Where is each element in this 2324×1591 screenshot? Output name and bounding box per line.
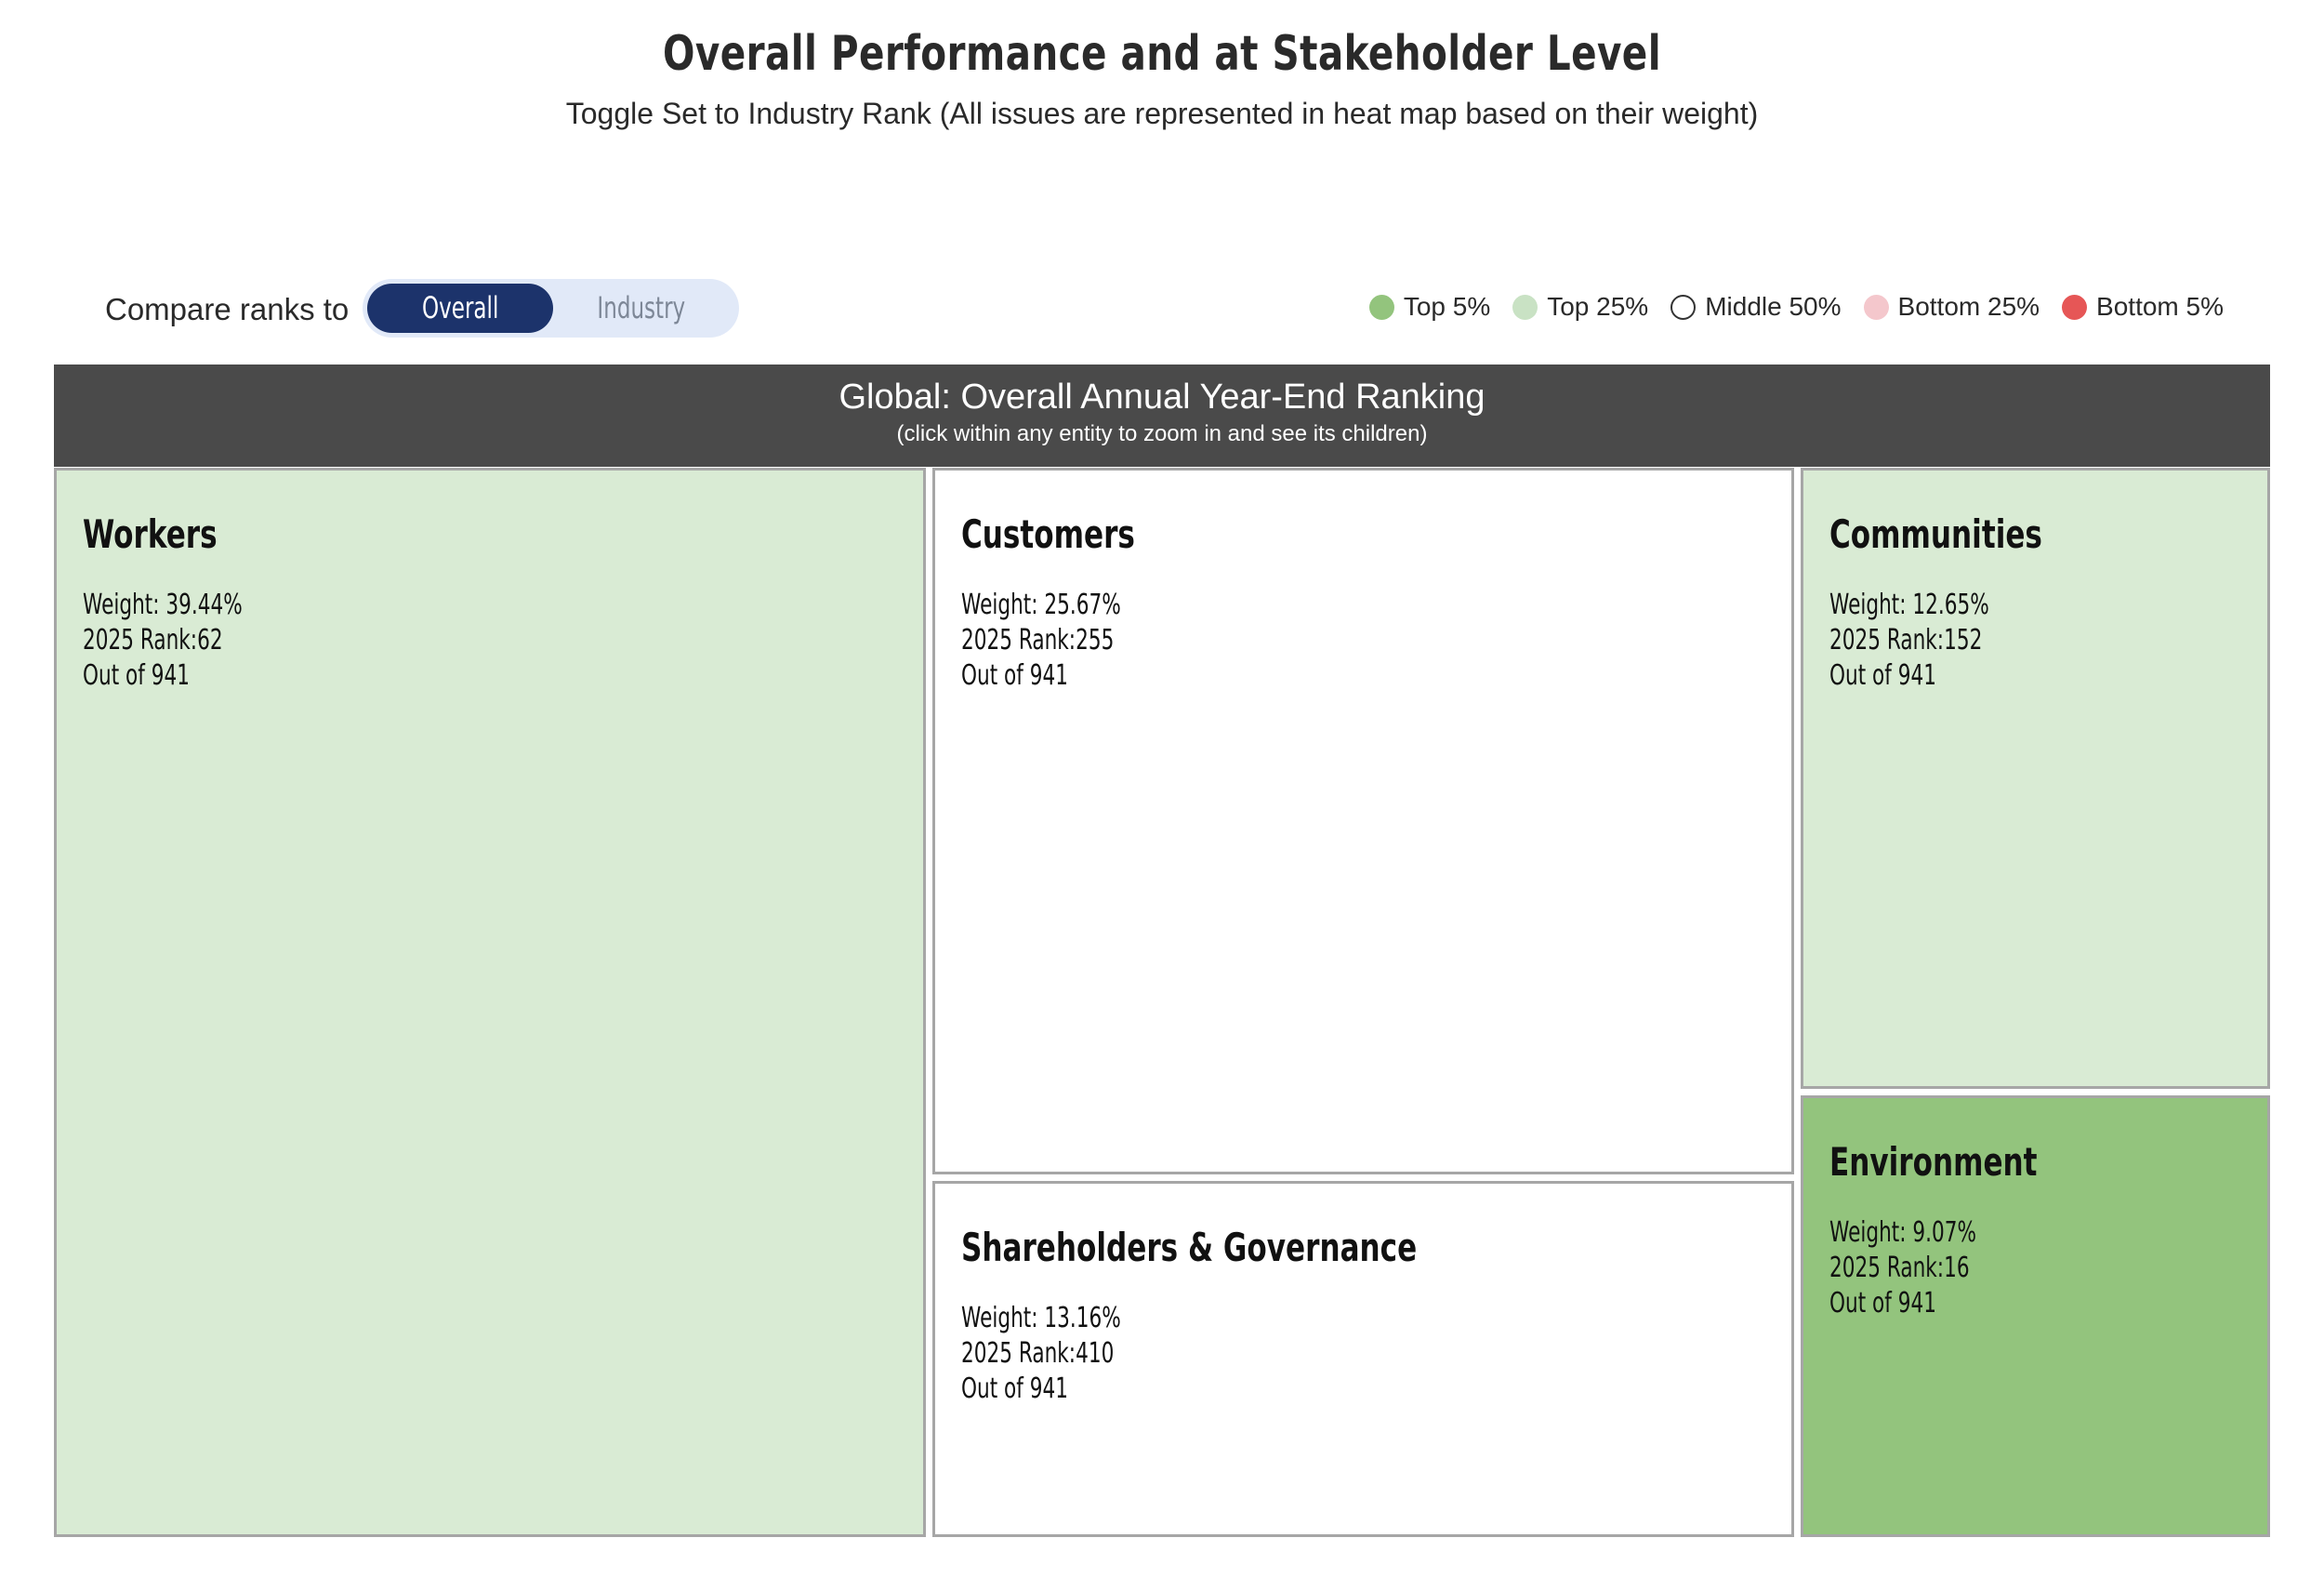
legend-label: Bottom 25%: [1897, 292, 2040, 321]
cell-name: Communities: [1829, 511, 2042, 557]
cell-name: Shareholders & Governance: [961, 1225, 1418, 1270]
cell-rank: 2025 Rank:62: [83, 624, 223, 656]
cell-out-of: Out of 941: [83, 659, 190, 692]
cell-weight: Weight: 39.44%: [83, 589, 243, 621]
cell-info: Weight: 13.16% 2025 Rank:410 Out of 941: [961, 1301, 1121, 1407]
rank-toggle[interactable]: Overall Industry: [363, 279, 739, 338]
cell-name: Environment: [1829, 1139, 2038, 1185]
legend-dot-top-5: [1368, 294, 1394, 320]
legend-item-top-25: Top 25%: [1512, 292, 1648, 322]
cell-info: Weight: 25.67% 2025 Rank:255 Out of 941: [961, 588, 1121, 694]
legend-label: Middle 50%: [1705, 292, 1842, 321]
treemap-cell-workers[interactable]: Workers Weight: 39.44% 2025 Rank:62 Out of …: [54, 468, 926, 1537]
cell-rank: 2025 Rank:255: [961, 624, 1115, 656]
legend-dot-middle-50: [1670, 294, 1697, 320]
legend-item-bottom-5: Bottom 5%: [2062, 292, 2224, 322]
legend-dot-top-25: [1512, 294, 1538, 320]
legend-item-middle-50: Middle 50%: [1670, 292, 1842, 322]
cell-weight: Weight: 12.65%: [1829, 589, 1989, 621]
legend-item-bottom-25: Bottom 25%: [1863, 292, 2040, 322]
treemap-cell-environment[interactable]: Environment Weight: 9.07% 2025 Rank:16 Out …: [1801, 1095, 2270, 1537]
toggle-overall-button[interactable]: Overall: [367, 284, 553, 333]
cell-rank: 2025 Rank:152: [1829, 624, 1983, 656]
treemap-cell-shareholders-governance[interactable]: Shareholders & Governance Weight: 13.16% 2…: [932, 1181, 1794, 1537]
cell-info: Weight: 12.65% 2025 Rank:152 Out of 941: [1829, 588, 1989, 694]
treemap-title: Global: Overall Annual Year-End Ranking: [838, 378, 1486, 417]
treemap-cell-communities[interactable]: Communities Weight: 12.65% 2025 Rank:152 Ou…: [1801, 468, 2270, 1089]
legend-dot-bottom-5: [2062, 294, 2088, 320]
cell-out-of: Out of 941: [961, 659, 1068, 692]
legend: Top 5% Top 25% Middle 50% Bottom 25% Bot…: [1347, 292, 2224, 322]
legend-label: Top 25%: [1547, 292, 1649, 321]
cell-info: Weight: 9.07% 2025 Rank:16 Out of 941: [1829, 1215, 1976, 1321]
cell-weight: Weight: 13.16%: [961, 1302, 1121, 1334]
cell-out-of: Out of 941: [1829, 1287, 1936, 1319]
cell-info: Weight: 39.44% 2025 Rank:62 Out of 941: [83, 588, 243, 694]
legend-label: Top 5%: [1403, 292, 1491, 321]
cell-name: Customers: [961, 511, 1135, 557]
cell-out-of: Out of 941: [1829, 659, 1936, 692]
treemap-subtitle: (click within any entity to zoom in and …: [896, 421, 1428, 446]
cell-weight: Weight: 9.07%: [1829, 1216, 1977, 1249]
cell-rank: 2025 Rank:16: [1829, 1252, 1970, 1284]
legend-dot-bottom-25: [1863, 294, 1889, 320]
page-subtitle: Toggle Set to Industry Rank (All issues …: [565, 97, 1759, 130]
legend-label: Bottom 5%: [2096, 292, 2224, 321]
legend-item-top-5: Top 5%: [1368, 292, 1491, 322]
toggle-industry-button[interactable]: Industry: [597, 290, 686, 325]
cell-out-of: Out of 941: [961, 1372, 1068, 1405]
cell-weight: Weight: 25.67%: [961, 589, 1121, 621]
treemap-header: Global: Overall Annual Year-End Ranking …: [54, 365, 2270, 467]
compare-ranks-label: Compare ranks to: [105, 292, 350, 326]
cell-name: Workers: [83, 511, 218, 557]
treemap-cell-customers[interactable]: Customers Weight: 25.67% 2025 Rank:255 Out …: [932, 468, 1794, 1174]
cell-rank: 2025 Rank:410: [961, 1337, 1115, 1370]
page-title: Overall Performance and at Stakeholder L…: [663, 26, 1661, 82]
